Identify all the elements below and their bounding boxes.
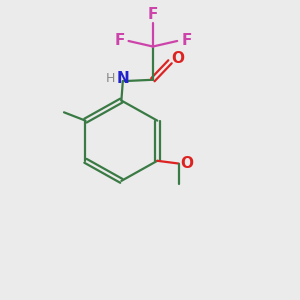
Text: O: O xyxy=(180,156,193,171)
Text: F: F xyxy=(114,34,124,49)
Text: H: H xyxy=(106,72,116,86)
Text: O: O xyxy=(172,51,184,66)
Text: N: N xyxy=(116,71,129,86)
Text: F: F xyxy=(181,34,191,49)
Text: F: F xyxy=(148,7,158,22)
